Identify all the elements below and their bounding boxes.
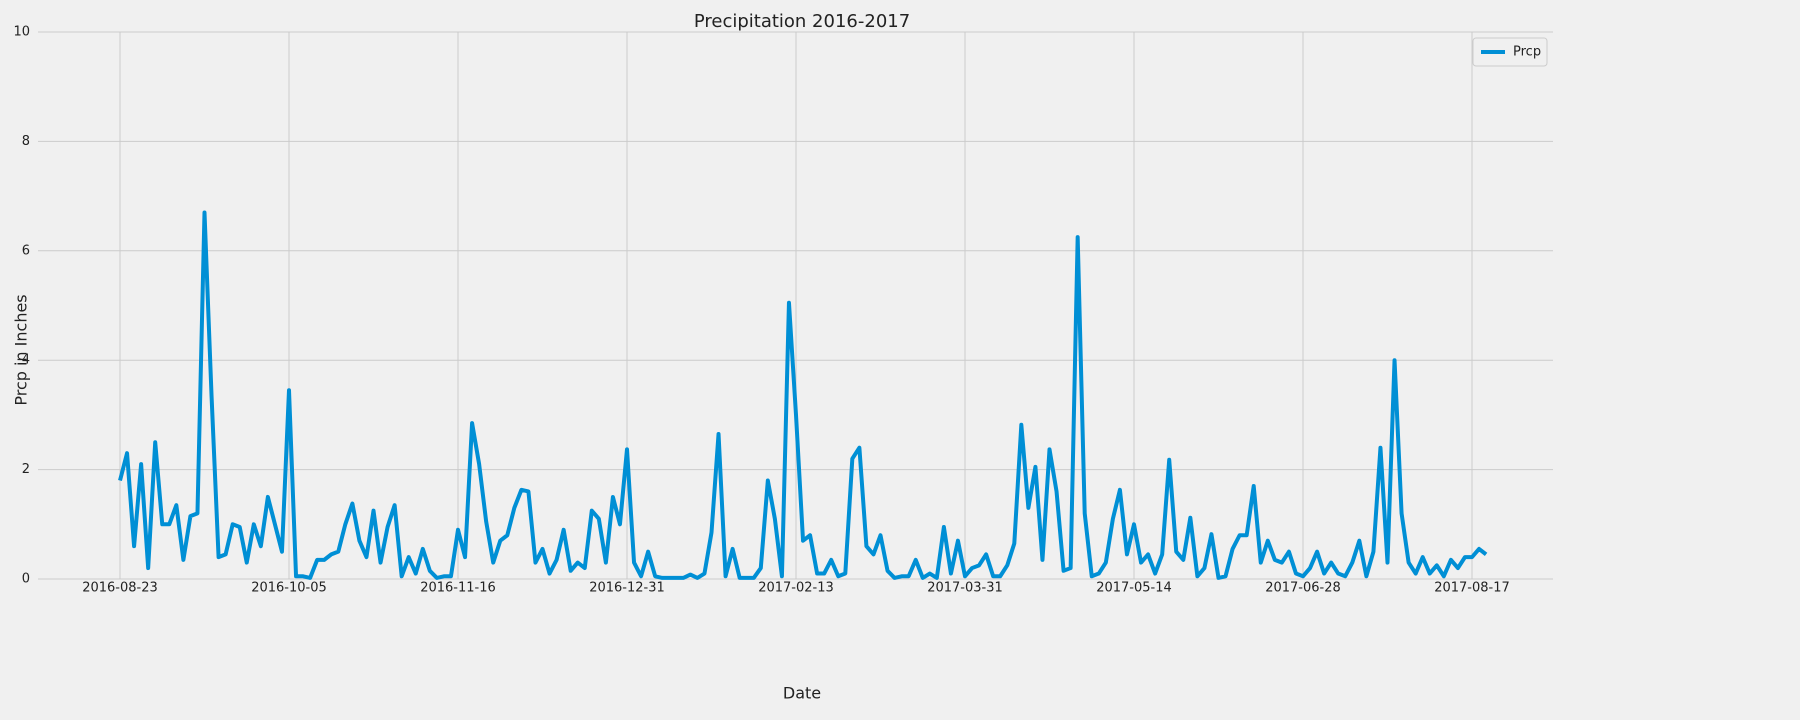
y-tick-label: 0 [22, 572, 30, 587]
y-tick-label: 2 [22, 462, 30, 477]
x-tick-label: 2017-05-14 [1096, 581, 1172, 596]
x-tick-label: 2017-03-31 [927, 581, 1003, 596]
x-tick-label: 2016-12-31 [589, 581, 665, 596]
x-tick-label: 2016-11-16 [420, 581, 496, 596]
y-tick-label: 10 [13, 25, 30, 40]
y-tick-label: 6 [22, 243, 30, 258]
x-tick-label: 2016-08-23 [82, 581, 158, 596]
data-line [118, 210, 1488, 580]
x-axis-label: Date [783, 684, 821, 703]
y-tick-label: 8 [22, 134, 30, 149]
x-tick-label: 2017-08-17 [1434, 581, 1510, 596]
x-tick-label: 2016-10-05 [251, 581, 327, 596]
x-tick-label: 2017-06-28 [1265, 581, 1341, 596]
x-tick-label: 2017-02-13 [758, 581, 834, 596]
y-tick-label: 4 [22, 353, 30, 368]
y-axis-label: Prcp in Inches [12, 294, 31, 405]
chart-title: Precipitation 2016-2017 [694, 11, 910, 32]
legend-label: Prcp [1513, 45, 1541, 60]
legend-box [1472, 37, 1548, 67]
legend: Prcp [1472, 37, 1548, 67]
